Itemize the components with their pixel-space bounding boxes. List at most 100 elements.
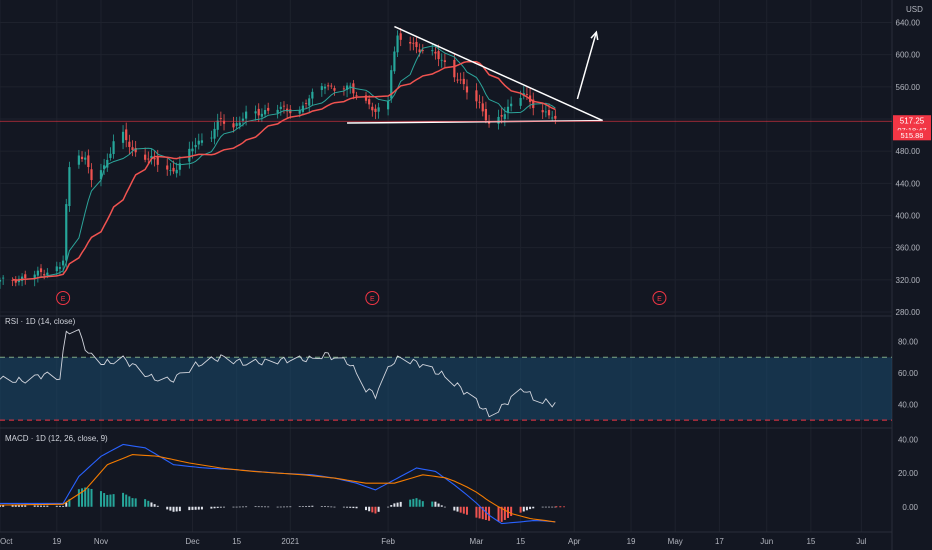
macd-histogram-bar: [99, 491, 102, 507]
candle-body: [90, 169, 93, 181]
candle-body: [412, 42, 415, 44]
macd-histogram-bar: [409, 499, 412, 507]
candle: [166, 158, 169, 176]
macd-histogram-bar: [241, 506, 244, 508]
rsi-pane[interactable]: [0, 328, 892, 421]
macd-histogram-bar: [301, 506, 304, 507]
price-tick-label: 600.00: [896, 51, 921, 60]
price-tick-label: 560.00: [896, 83, 921, 92]
candle: [349, 82, 352, 94]
candle-body: [352, 83, 355, 94]
earnings-marker[interactable]: E: [56, 291, 71, 305]
candle-body: [368, 99, 371, 105]
macd-histogram-bar: [90, 488, 93, 507]
candle: [222, 114, 226, 131]
candle-body: [304, 103, 308, 104]
candle-body: [178, 163, 181, 170]
macd-histogram-bar: [551, 506, 554, 508]
candle-body: [216, 120, 219, 130]
macd-histogram-bar: [544, 506, 547, 508]
average-price-value: 515.88: [901, 131, 924, 140]
macd-histogram-bar: [178, 506, 181, 512]
rsi-line: [0, 328, 556, 418]
candle-body: [399, 33, 402, 40]
candle-body: [386, 100, 390, 110]
candle: [525, 86, 529, 100]
candle: [175, 162, 178, 178]
macd-histogram-bar: [36, 505, 39, 507]
candle: [121, 125, 125, 150]
candle-body: [279, 106, 282, 109]
earnings-marker[interactable]: E: [365, 291, 380, 305]
macd-histogram-bar: [58, 505, 61, 507]
macd-histogram-bar: [87, 488, 90, 507]
macd-histogram-bar: [349, 506, 352, 508]
candle: [465, 79, 469, 100]
macd-histogram-bar: [21, 505, 24, 507]
candle: [77, 149, 80, 169]
macd-histogram-bar: [210, 506, 213, 509]
macd-histogram-bar: [529, 506, 532, 510]
price-tick-label: 280.00: [896, 308, 921, 317]
candle: [364, 91, 368, 104]
candle: [103, 158, 106, 175]
macd-histogram-bar: [169, 506, 172, 511]
axes: 280.00320.00360.00400.00440.00480.00520.…: [0, 19, 931, 546]
price-tick-label: 400.00: [896, 211, 921, 220]
candle: [131, 140, 134, 157]
candle-body: [434, 51, 437, 54]
macd-histogram-bar: [43, 505, 46, 507]
candle-body: [544, 111, 547, 113]
candle: [219, 111, 222, 126]
candle: [254, 105, 257, 121]
candle-body: [371, 106, 374, 111]
candle-body: [36, 270, 39, 276]
candle-body: [33, 274, 36, 279]
macd-histogram-bar: [393, 503, 396, 507]
macd-histogram-bar: [131, 498, 134, 507]
candle-body: [144, 154, 147, 160]
candle-body: [510, 103, 513, 107]
candle-body: [503, 114, 506, 119]
triangle-trendline[interactable]: [394, 25, 603, 122]
candle: [510, 96, 513, 112]
grid: [0, 0, 893, 550]
candle-body: [235, 123, 238, 126]
candle-body: [191, 148, 194, 152]
macd-histogram-bar: [437, 503, 440, 507]
average-price-badge-bg: [893, 130, 931, 141]
candle: [440, 53, 443, 68]
candle-body: [222, 120, 226, 124]
candle: [150, 148, 153, 165]
macd-histogram-bar: [415, 498, 418, 507]
time-tick-label: 15: [232, 537, 241, 546]
candle-body: [415, 41, 418, 48]
candle-body: [323, 86, 327, 89]
candle-body: [68, 167, 71, 207]
candle: [90, 163, 93, 188]
candle-body: [175, 169, 178, 174]
macd-histogram-bar: [128, 496, 131, 507]
macd-histogram-bar: [254, 506, 257, 508]
macd-histogram-bar: [522, 506, 525, 512]
time-tick-label: Oct: [0, 537, 13, 546]
candle-body: [200, 140, 204, 143]
breakout-arrow[interactable]: [576, 30, 599, 100]
earnings-letter: E: [657, 296, 662, 303]
candle-body: [487, 122, 491, 124]
macd-histogram-bar: [46, 505, 49, 507]
macd-histogram-bar: [11, 505, 14, 507]
macd-histogram-bar: [481, 506, 484, 520]
earnings-marker[interactable]: E: [652, 291, 667, 305]
candle-body: [456, 79, 459, 81]
rsi-tick-label: 80.00: [898, 338, 919, 347]
candle: [503, 106, 506, 127]
candle-body: [396, 35, 399, 53]
candle: [2, 275, 5, 285]
candle-body: [77, 155, 80, 165]
macd-pane[interactable]: [0, 443, 565, 525]
candle-body: [374, 108, 377, 112]
macd-histogram-bar: [289, 506, 292, 508]
